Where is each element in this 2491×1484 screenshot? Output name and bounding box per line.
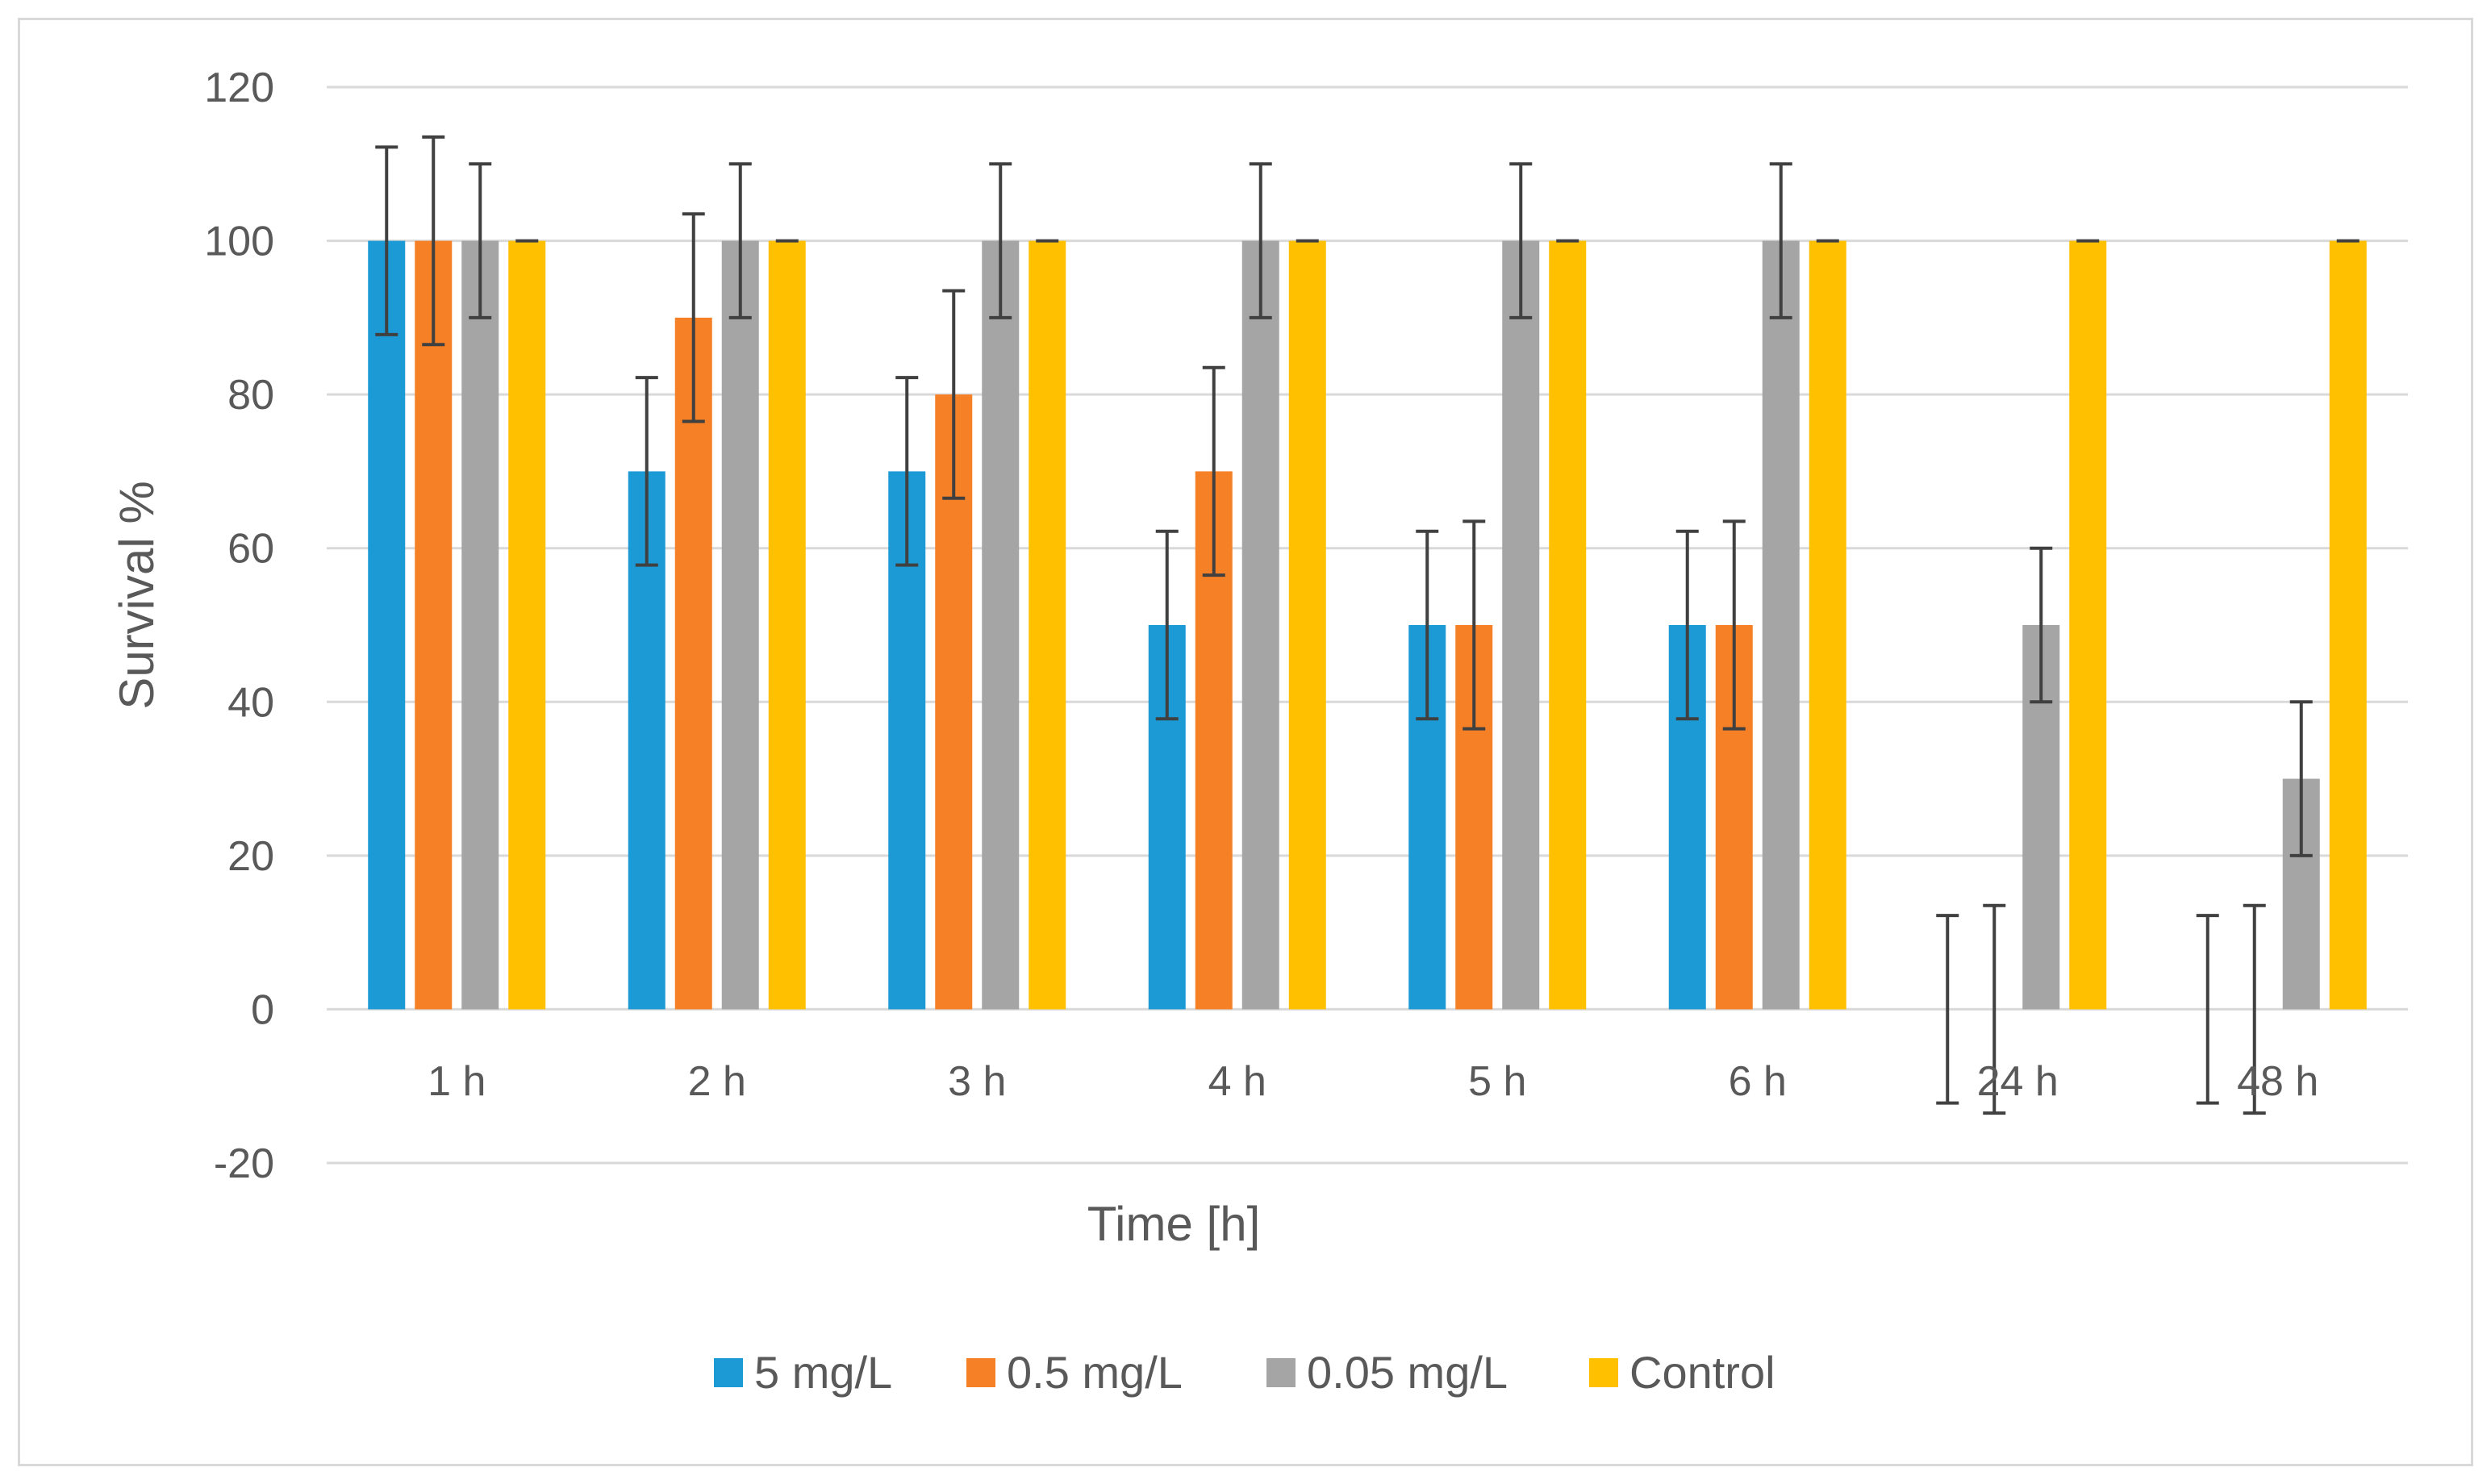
x-tick-label: 6 h xyxy=(1729,1058,1787,1105)
legend-label: 0.5 mg/L xyxy=(1007,1347,1183,1398)
x-tick-label: 4 h xyxy=(1208,1058,1266,1105)
gridlines xyxy=(327,85,2408,1165)
y-tick-label: 80 xyxy=(227,372,274,419)
bar xyxy=(415,240,453,1010)
y-tick-label: 40 xyxy=(227,679,274,726)
legend-swatch xyxy=(1266,1358,1296,1387)
bar xyxy=(982,240,1020,1010)
x-tick-label: 24 h xyxy=(1977,1058,2059,1105)
legend-label: 5 mg/L xyxy=(754,1347,892,1398)
y-tick-label: 60 xyxy=(227,526,274,573)
bar xyxy=(368,240,406,1010)
legend-swatch xyxy=(1589,1358,1618,1387)
y-axis-title: Survival % xyxy=(110,481,164,709)
bar xyxy=(1809,240,1846,1010)
y-tick-label: 100 xyxy=(204,219,274,265)
legend-label: Control xyxy=(1629,1347,1775,1398)
y-tick-label: 120 xyxy=(204,65,274,111)
bars xyxy=(368,240,2367,1010)
legend: 5 mg/L 0.5 mg/L 0.05 mg/L Control xyxy=(714,1347,1775,1398)
x-tick-label: 5 h xyxy=(1468,1058,1526,1105)
legend-swatch xyxy=(714,1358,743,1387)
x-axis-title: Time [h] xyxy=(1087,1197,1260,1251)
y-tick-label: -20 xyxy=(214,1140,274,1187)
legend-label: 0.05 mg/L xyxy=(1307,1347,1508,1398)
x-tick-label: 2 h xyxy=(688,1058,746,1105)
bar xyxy=(1029,240,1066,1010)
bar xyxy=(1502,240,1540,1010)
bar xyxy=(508,240,546,1010)
x-tick-label: 48 h xyxy=(2237,1058,2318,1105)
bar xyxy=(461,240,499,1010)
bar xyxy=(2069,240,2107,1010)
y-tick-label: 20 xyxy=(227,833,274,880)
bar xyxy=(2329,240,2367,1010)
x-axis-ticks: 1 h 2 h 3 h 4 h 5 h 6 h 24 h 48 h xyxy=(428,1058,2318,1105)
bar xyxy=(1241,240,1279,1010)
bar xyxy=(1549,240,1587,1010)
bar xyxy=(1288,240,1326,1010)
y-tick-label: 0 xyxy=(251,986,274,1033)
bar xyxy=(768,240,806,1010)
y-axis-ticks: -20 0 20 40 60 80 100 120 xyxy=(204,65,274,1187)
error-bars xyxy=(375,135,2360,1115)
bar xyxy=(1762,240,1800,1010)
x-tick-label: 3 h xyxy=(948,1058,1006,1105)
bar xyxy=(674,317,712,1010)
legend-swatch xyxy=(966,1358,995,1387)
x-tick-label: 1 h xyxy=(428,1058,486,1105)
bar xyxy=(721,240,759,1010)
